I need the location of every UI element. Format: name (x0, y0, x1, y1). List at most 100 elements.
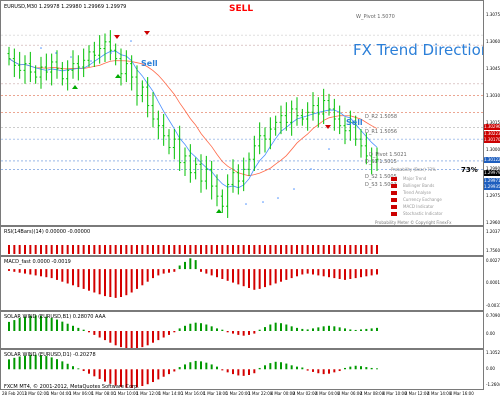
histogram-bar (168, 369, 170, 375)
histogram-bar (312, 269, 314, 275)
main-price-pane[interactable]: EURUSD,M30 1.29978 1.29980 1.29969 1.299… (0, 0, 484, 226)
histogram-bar (61, 361, 64, 370)
rsi-bar (8, 245, 10, 254)
trailing-stop-dot (70, 56, 72, 58)
price-tick-label: 1.3060 (486, 39, 500, 44)
probability-row-label: Stochastic Indicator (403, 211, 443, 216)
level-label-d-r2: D_R2 1.5058 (365, 114, 398, 120)
rsi-bar (168, 245, 170, 254)
rsi-bar (248, 245, 250, 254)
histogram-bar (82, 269, 85, 289)
histogram-bar (152, 269, 154, 279)
rsi-bar (40, 245, 42, 254)
price-tag: 1.30122 (484, 157, 500, 163)
solar-wind-pane-1[interactable]: SOLAR WIND (EURUSD,B1) 0.28070 AAA (0, 311, 484, 349)
histogram-bar (216, 366, 218, 370)
histogram-bar (306, 369, 309, 371)
histogram-bar (296, 366, 298, 370)
rsi-bar (34, 245, 37, 254)
histogram-bar (152, 331, 154, 343)
histogram-bar (210, 364, 213, 370)
histogram-bar (146, 369, 149, 385)
fast-moving-average-line (8, 50, 378, 189)
histogram-bar (136, 331, 138, 348)
histogram-bar (258, 269, 261, 289)
time-tick-label: 1 Mar 16:00 (181, 391, 206, 396)
histogram-bar (290, 326, 293, 331)
rsi-bar (93, 245, 96, 254)
histogram-bar (312, 328, 314, 331)
sell-arrow-icon (144, 31, 150, 35)
rsi-bar (274, 245, 277, 254)
probability-row-label: Trend Analyse (403, 190, 431, 195)
rsi-bar (269, 245, 272, 254)
trailing-stop-dot (110, 52, 112, 54)
indicator-tick-label: -0.0031 (486, 303, 500, 308)
histogram-bar (290, 269, 293, 279)
histogram-bar (253, 369, 256, 374)
histogram-bar (61, 321, 64, 331)
rsi-bar (258, 245, 261, 254)
rsi-bar (77, 245, 80, 254)
trailing-stop-dot (90, 60, 92, 62)
trailing-stop-dot (262, 201, 264, 203)
macd-pane[interactable]: MACD_fast 0.0000 -0.0019 (0, 256, 484, 311)
price-chart-canvas[interactable] (1, 1, 484, 226)
histogram-bar (77, 327, 80, 331)
histogram-bar (13, 269, 16, 272)
probability-row-indicator (391, 191, 397, 195)
histogram-bar (376, 368, 378, 370)
rsi-bar (296, 245, 298, 254)
probability-footer: Probability Meter © Copyright FinexFx (375, 220, 452, 225)
rsi-bar (301, 245, 304, 254)
histogram-bar (274, 361, 277, 370)
histogram-bar (264, 365, 266, 370)
histogram-bar (210, 326, 213, 331)
histogram-bar (242, 369, 245, 376)
histogram-bar (360, 269, 362, 278)
histogram-bar (141, 369, 144, 386)
histogram-bar (104, 369, 106, 382)
rsi-pane[interactable]: RSI(14Bars)(14) 0.00000 -0.00000 (0, 226, 484, 256)
rsi-bar (280, 245, 282, 254)
histogram-bar (210, 269, 213, 276)
histogram-bar (29, 354, 32, 370)
probability-row-indicator (391, 205, 397, 209)
rsi-histogram (8, 245, 378, 254)
histogram-bar (248, 269, 250, 288)
rsi-bar (130, 245, 133, 254)
sell-arrow-icon (114, 35, 120, 39)
price-axis[interactable] (484, 0, 500, 400)
histogram-bar (285, 363, 288, 370)
histogram-bar (360, 329, 362, 331)
solar-wind-pane-2[interactable]: SOLAR WIND (EURUSD,D1) -0.20278 FXCM MT4… (0, 349, 484, 390)
histogram-bar (376, 327, 378, 331)
histogram-bar (157, 331, 160, 341)
rsi-bar (312, 245, 314, 254)
histogram-bar (285, 269, 288, 280)
histogram-bar (141, 331, 144, 348)
histogram-bar (136, 269, 138, 289)
histogram-bar (114, 331, 117, 346)
rsi-bar (152, 245, 154, 254)
rsi-bar (344, 245, 346, 254)
rsi-bar (285, 245, 288, 254)
trailing-stop-dot (245, 203, 247, 205)
histogram-bar (328, 325, 330, 331)
rsi-bar (317, 245, 320, 254)
histogram-bar (264, 269, 266, 288)
time-axis[interactable] (0, 390, 484, 400)
histogram-bar (242, 331, 245, 336)
histogram-bar (301, 328, 304, 331)
rsi-bar (200, 245, 202, 254)
histogram-bar (349, 329, 352, 331)
histogram-bar (34, 315, 37, 331)
trailing-stop-dot (55, 52, 57, 54)
indicator-tick-label: 1.2037 (486, 229, 500, 234)
histogram-bar (98, 269, 101, 295)
price-tick-label: 1.2990 (486, 166, 500, 171)
histogram-bar (290, 365, 293, 370)
time-tick-label: 28 Feb 2013 (2, 391, 27, 396)
histogram-bar (194, 260, 197, 270)
